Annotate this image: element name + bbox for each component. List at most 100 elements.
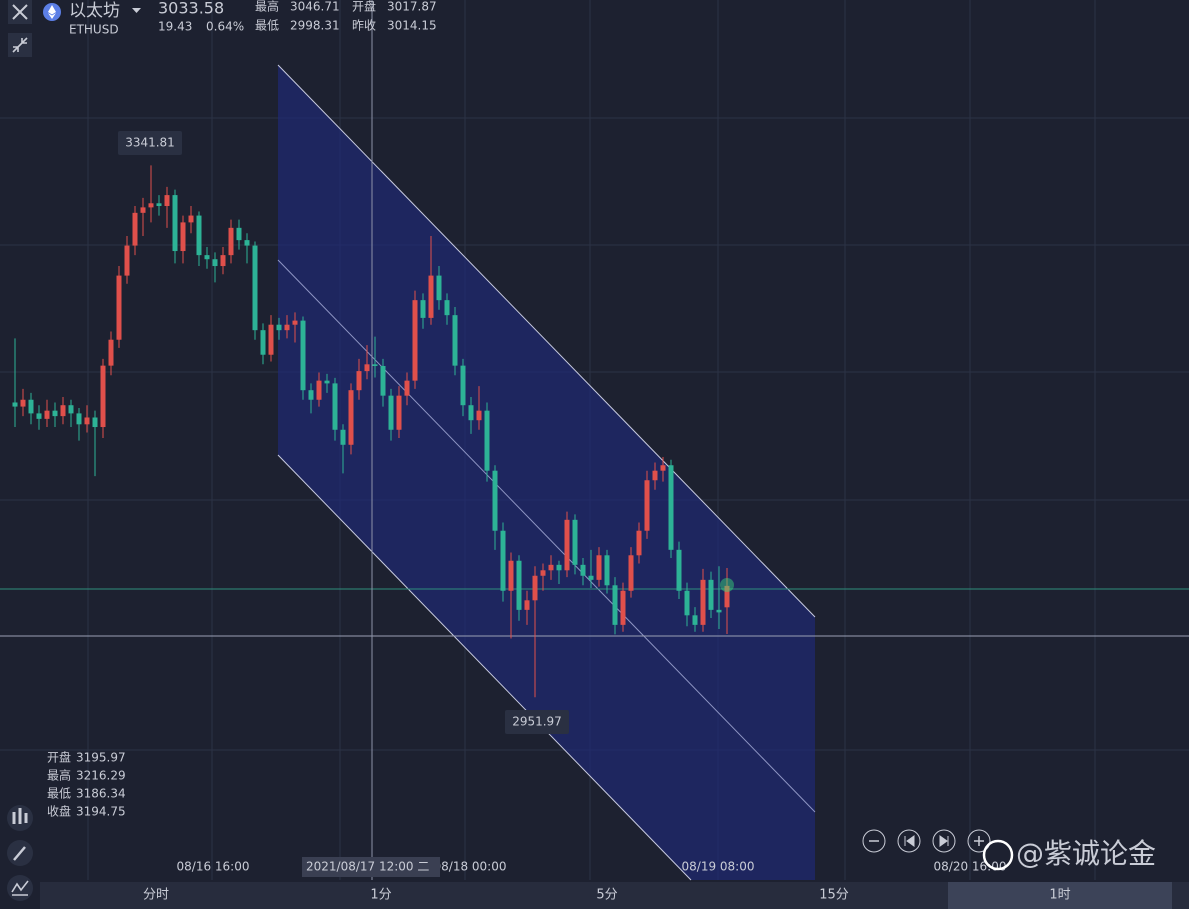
- candle-body: [532, 575, 538, 601]
- candle-body: [404, 380, 410, 396]
- candle-body: [364, 364, 370, 372]
- candle-body: [588, 575, 594, 580]
- candle-body: [580, 564, 586, 576]
- candle-body: [28, 399, 34, 414]
- info-label: 最高: [47, 768, 71, 783]
- candle-body: [116, 275, 122, 340]
- dropdown-arrow[interactable]: [132, 8, 141, 13]
- candle-body: [348, 390, 354, 445]
- info-label: 最低: [47, 787, 71, 801]
- zoom-out[interactable]: [862, 829, 886, 853]
- candle-body: [84, 417, 90, 425]
- stat-value: 2998.31: [290, 19, 340, 33]
- candle-body: [516, 560, 522, 610]
- candle-body: [36, 413, 42, 419]
- jump-start[interactable]: [897, 829, 921, 853]
- candle-body: [164, 195, 170, 207]
- candle-body: [180, 222, 186, 252]
- watermark-logo: [982, 839, 1014, 871]
- candle-body: [660, 465, 666, 471]
- candle-body: [620, 590, 626, 625]
- candle-body: [92, 417, 98, 428]
- candle-body: [204, 255, 210, 260]
- candle-body: [372, 364, 378, 366]
- jump-end[interactable]: [932, 829, 956, 853]
- candle-body: [380, 365, 386, 396]
- close-icon: [12, 4, 28, 20]
- candle-body: [612, 585, 618, 625]
- last-price: 3033.58: [158, 0, 224, 18]
- zoom-in[interactable]: [967, 829, 991, 853]
- candle-body: [284, 324, 290, 331]
- candle-body: [452, 315, 458, 366]
- candle-body: [60, 405, 66, 417]
- x-axis: 08/16 16:00 08/18 00:00 08/19 08:00 08/20 1…: [177, 860, 1007, 874]
- candle-body: [156, 203, 162, 207]
- candle-body: [492, 470, 498, 531]
- tab[interactable]: 1时: [1049, 888, 1070, 903]
- tab[interactable]: 分时: [143, 888, 169, 903]
- candle-body: [244, 240, 250, 246]
- candle-body: [252, 245, 258, 331]
- candle-body: [316, 380, 322, 400]
- candle-body: [68, 405, 74, 414]
- tab[interactable]: 5分: [596, 888, 617, 903]
- x-tick-label: 08/19 08:00: [682, 860, 755, 874]
- draw-icon: [13, 846, 26, 861]
- candle-body: [644, 480, 650, 531]
- coin-name[interactable]: 以太坊: [69, 1, 120, 21]
- info-panel: 开盘 3195.97 最高 3216.29 最低 3186.34 收盘 3194…: [47, 750, 126, 819]
- candle-body: [524, 600, 530, 610]
- candle-body: [636, 530, 642, 556]
- candle-body: [572, 519, 578, 565]
- candle-body: [12, 402, 18, 407]
- stat-label: 开盘: [352, 0, 376, 14]
- candle-body: [652, 470, 658, 481]
- crosshair-label-box: [302, 857, 440, 877]
- candle-body: [468, 405, 474, 421]
- candle-body: [444, 300, 450, 316]
- candle-body: [108, 339, 114, 366]
- info-label: 开盘: [47, 750, 71, 765]
- candle-body: [236, 227, 242, 241]
- watermark: @紫诚论金: [1016, 837, 1156, 870]
- tab[interactable]: 15分: [819, 888, 849, 903]
- stat-label: 昨收: [352, 19, 376, 33]
- indicator-icon: [12, 808, 28, 824]
- crosshair-label: 2021/08/17 12:00 二: [306, 860, 429, 874]
- low-label-box: [505, 710, 569, 734]
- candle-body: [356, 371, 362, 391]
- candle-body: [676, 549, 682, 591]
- candle-body: [228, 227, 234, 256]
- x-tick-label: 08/20 16:00: [934, 860, 1007, 874]
- info-value: 3186.34: [76, 787, 126, 801]
- candle-body: [684, 590, 690, 616]
- candle-body: [332, 383, 338, 430]
- candle-body: [604, 555, 610, 586]
- candle-body: [460, 365, 466, 406]
- candle-body: [148, 203, 154, 208]
- candle-body: [44, 410, 50, 419]
- candle-body: [396, 395, 402, 430]
- candle-body: [716, 609, 722, 613]
- candle-body: [260, 330, 266, 355]
- tabs: 分时 1分 5分 15分 1时: [143, 888, 1071, 903]
- live-dot: [720, 578, 734, 592]
- candle-body: [668, 465, 674, 550]
- candle-body: [140, 207, 146, 213]
- candle-body: [428, 275, 434, 318]
- info-value: 3216.29: [76, 769, 126, 783]
- channel: [277, 64, 816, 881]
- x-tick-label: 08/18 00:00: [434, 860, 507, 874]
- candle-body: [436, 275, 442, 301]
- high-label-box: [118, 131, 182, 155]
- zoom-controls: [862, 829, 991, 853]
- info-label: 收盘: [47, 804, 71, 819]
- tab[interactable]: 1分: [370, 888, 391, 903]
- change-pct: 0.64%: [206, 20, 244, 34]
- candle-body: [212, 259, 218, 267]
- candle-body: [484, 410, 490, 471]
- candle-body: [724, 585, 730, 608]
- high-label: 3341.81: [125, 136, 175, 150]
